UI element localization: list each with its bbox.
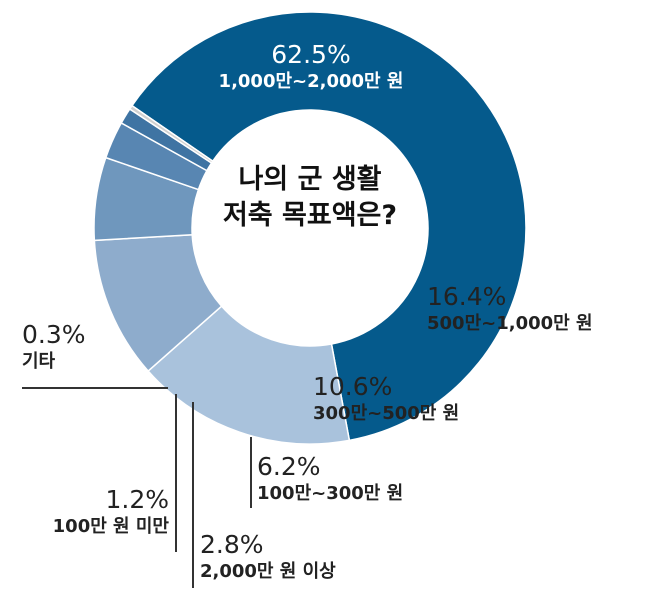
- data-label-percent: 0.3%: [22, 320, 86, 349]
- data-label-range: 100만 원 미만: [52, 516, 169, 537]
- chart-title-line-1: 나의 군 생활: [238, 164, 382, 195]
- data-label-percent: 1.2%: [105, 485, 169, 514]
- data-label-percent: 16.4%: [427, 282, 507, 311]
- data-label-percent: 10.6%: [313, 372, 393, 401]
- data-label-percent: 2.8%: [200, 530, 264, 559]
- data-label-range: 기타: [22, 351, 56, 372]
- data-label-range: 100만~300만 원: [257, 483, 404, 504]
- slice-label-1000-2000: 62.5% 1,000만~2,000만 원: [196, 40, 426, 94]
- donut-slice-500-1000: [147, 305, 351, 445]
- slice-label-500-1000: 16.4% 500만~1,000만 원: [427, 282, 593, 336]
- slice-label-over-2000: 2.8% 2,000만 원 이상: [200, 530, 336, 584]
- slice-label-under-100: 1.2% 100만 원 미만: [24, 485, 169, 539]
- data-label-percent: 62.5%: [271, 40, 351, 69]
- data-label-range: 500만~1,000만 원: [427, 313, 593, 334]
- slice-label-300-500: 10.6% 300만~500만 원: [313, 372, 459, 426]
- slice-label-100-300: 6.2% 100만~300만 원: [257, 452, 403, 506]
- chart-title-line-2: 저축 목표액은?: [222, 200, 398, 231]
- data-label-range: 2,000만 원 이상: [200, 561, 336, 582]
- slice-label-other: 0.3% 기타: [22, 320, 86, 374]
- data-label-percent: 6.2%: [257, 452, 321, 481]
- donut-slice-1000-2000: [130, 11, 527, 442]
- donut-slice-other: [128, 104, 214, 165]
- chart-title: 나의 군 생활 저축 목표액은?: [190, 162, 430, 234]
- data-label-range: 300만~500만 원: [313, 403, 460, 424]
- data-label-range: 1,000만~2,000만 원: [218, 71, 404, 92]
